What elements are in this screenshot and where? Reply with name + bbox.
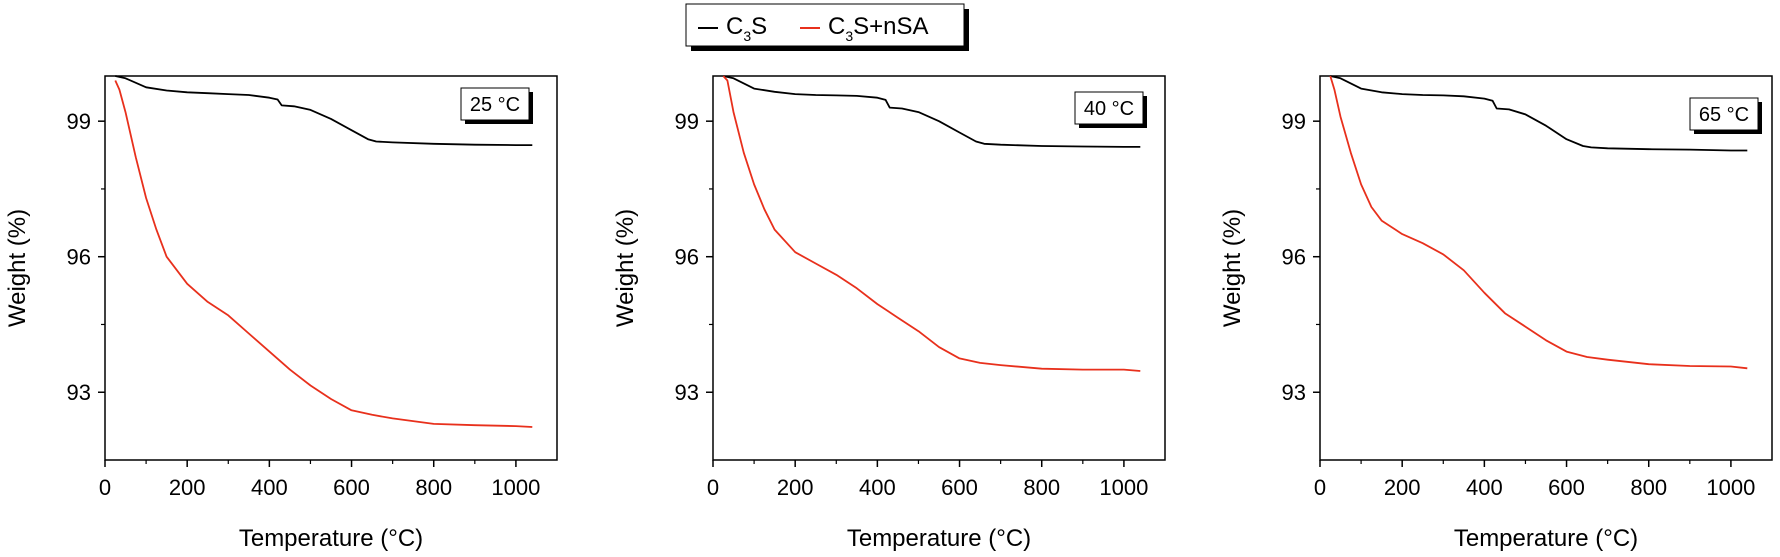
x-tick-label: 400 [1466,475,1503,500]
x-tick-label: 400 [251,475,288,500]
plot-frame [712,75,1166,461]
x-tick-label: 200 [1384,475,1421,500]
x-tick-label: 600 [333,475,370,500]
series-line-c3s-nsa [722,75,1141,372]
legend-entry-0: C3S [726,13,767,44]
y-axis-title: Weight (%) [612,209,639,327]
plot-frame [1319,75,1773,461]
x-axis-title: Temperature (°C) [1454,525,1638,552]
x-tick-label: 200 [777,475,814,500]
temperature-label: 25 °C [470,94,520,116]
x-tick-label: 600 [941,475,978,500]
series-line-c3s [115,75,533,147]
plot-frame [104,75,558,461]
y-tick-label: 93 [1282,380,1306,405]
x-tick-label: 1000 [1706,475,1755,500]
series-line-c3s-nsa [114,80,533,428]
chart-panel-3: 0 200 400 600 800 1000 93 96 99 Temperature (°C) W… [1219,75,1773,552]
y-tick-label: 99 [1282,109,1306,134]
x-tick-label: 800 [415,475,452,500]
series-line-c3s-nsa [1329,75,1748,370]
y-tick-label: 96 [67,245,91,270]
chart-panel-2: 0 200 400 600 800 1000 93 96 99 Temperature (°C) W… [612,75,1166,552]
x-tick-label: 0 [99,475,111,500]
temperature-box [1074,91,1144,125]
x-tick-label: 200 [169,475,206,500]
x-tick-label: 400 [859,475,896,500]
y-tick-label: 99 [67,109,91,134]
x-tick-label: 1000 [491,475,540,500]
x-tick-label: 1000 [1099,475,1148,500]
x-tick-label: 0 [707,475,719,500]
x-axis-title: Temperature (°C) [239,525,423,552]
series-line-c3s [723,75,1141,148]
chart-panel-1: 0 200 400 600 800 1000 93 96 99 Temperature (°C) W… [4,75,558,552]
x-tick-label: 600 [1548,475,1585,500]
legend-entry-1: C3S+nSA [828,13,929,44]
x-tick-label: 0 [1314,475,1326,500]
legend-box [685,3,965,47]
x-tick-label: 800 [1023,475,1060,500]
y-tick-label: 93 [67,380,91,405]
y-tick-label: 93 [675,380,699,405]
temperature-label: 40 °C [1084,98,1134,120]
x-tick-label: 800 [1630,475,1667,500]
temperature-label: 65 °C [1699,104,1749,126]
x-axis-title: Temperature (°C) [847,525,1031,552]
series-line-c3s [1330,75,1748,152]
chart-panels: 0 200 400 600 800 1000 93 96 99 Temperature (°C) W… [4,75,1773,552]
y-tick-label: 96 [675,245,699,270]
temperature-box [460,87,530,121]
y-axis-title: Weight (%) [1219,209,1246,327]
temperature-box [1689,97,1759,131]
legend: C3S C3S+nSA [685,3,969,51]
y-tick-label: 99 [675,109,699,134]
y-axis-title: Weight (%) [4,209,31,327]
y-tick-label: 96 [1282,245,1306,270]
